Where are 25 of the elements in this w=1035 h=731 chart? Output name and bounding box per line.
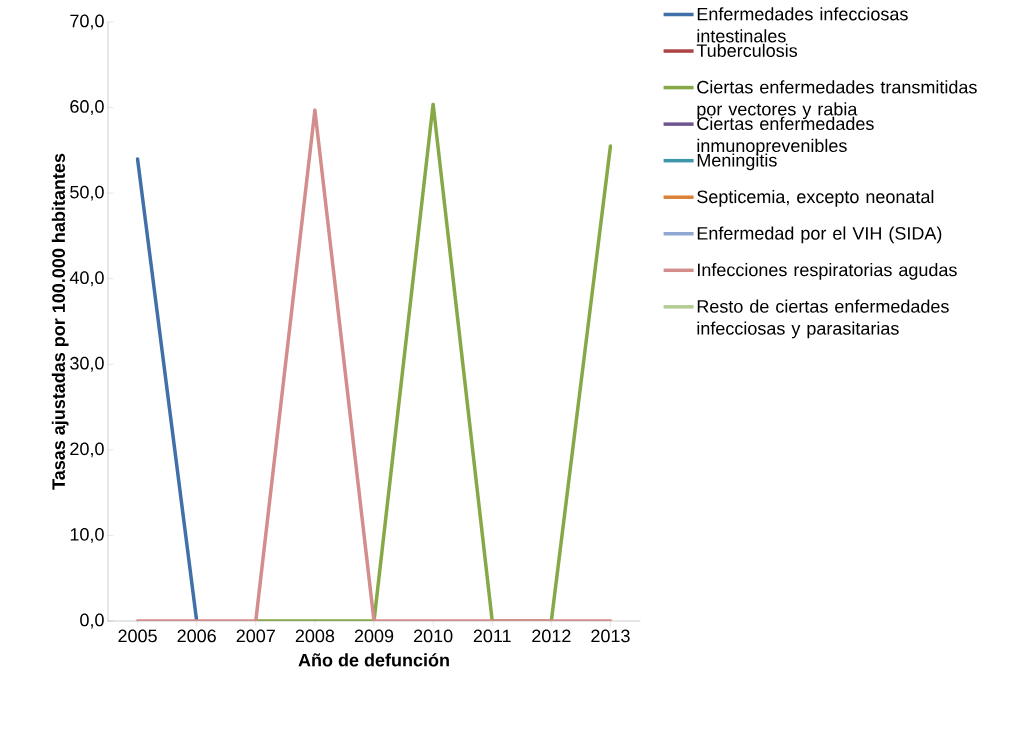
legend-label: Resto de ciertas enfermedades infecciosas y parasitarias xyxy=(697,299,949,339)
y-tick-label: 20,0 xyxy=(70,442,104,458)
x-tick-label: 2007 xyxy=(236,629,275,643)
x-tick-label: 2008 xyxy=(295,629,335,643)
x-tick-label: 2013 xyxy=(591,629,630,643)
y-tick-label: 0,0 xyxy=(80,613,104,629)
y-tick-label: 30,0 xyxy=(70,356,104,372)
y-tick-label: 10,0 xyxy=(70,527,104,543)
legend-label: Septicemia, excepto neonatal xyxy=(697,189,934,207)
y-tick-label: 70,0 xyxy=(70,14,104,30)
y-tick-label: 60,0 xyxy=(70,100,104,116)
x-tick-label: 2010 xyxy=(414,629,453,643)
legend-label: Enfermedad por el VIH (SIDA) xyxy=(697,226,942,244)
legend-label: Enfermedades infecciosas intestinales xyxy=(697,7,908,43)
legend-label: Infecciones respiratorias agudas xyxy=(697,263,957,280)
y-tick-label: 50,0 xyxy=(70,185,104,201)
x-tick-label: 2005 xyxy=(118,629,157,643)
x-tick-label: 2011 xyxy=(473,629,511,643)
x-tick-label: 2012 xyxy=(532,629,571,643)
x-tick-label: 2006 xyxy=(177,629,216,643)
y-tick-label: 40,0 xyxy=(69,271,104,287)
y-axis-title: Tasas ajustadas por 100.000 habitantes xyxy=(51,153,69,490)
legend-label: Tuberculosis xyxy=(696,43,798,57)
x-tick-label: 2009 xyxy=(354,629,394,643)
x-axis-title: Año de defunción xyxy=(298,653,449,667)
